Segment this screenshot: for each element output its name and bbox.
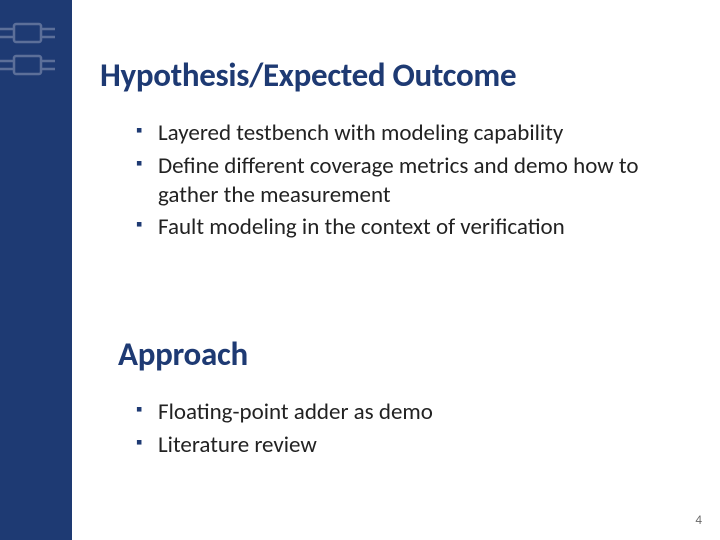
list-item: Define different coverage metrics and de… [136,152,680,210]
sidebar-band [0,0,72,540]
section2-bullets: Floating-point adder as demo Literature … [100,398,680,460]
list-item: Floating-point adder as demo [136,398,680,427]
list-item: Layered testbench with modeling capabili… [136,119,680,148]
slide-content: Hypothesis/Expected Outcome Layered test… [100,55,680,464]
section1-bullets: Layered testbench with modeling capabili… [100,119,680,242]
section-heading-2: Approach [118,334,680,374]
list-item: Fault modeling in the context of verific… [136,213,680,242]
chip-icon [0,18,55,48]
section-heading-1: Hypothesis/Expected Outcome [100,55,680,95]
chip-icon [0,50,55,80]
list-item: Literature review [136,431,680,460]
page-number: 4 [695,513,702,528]
